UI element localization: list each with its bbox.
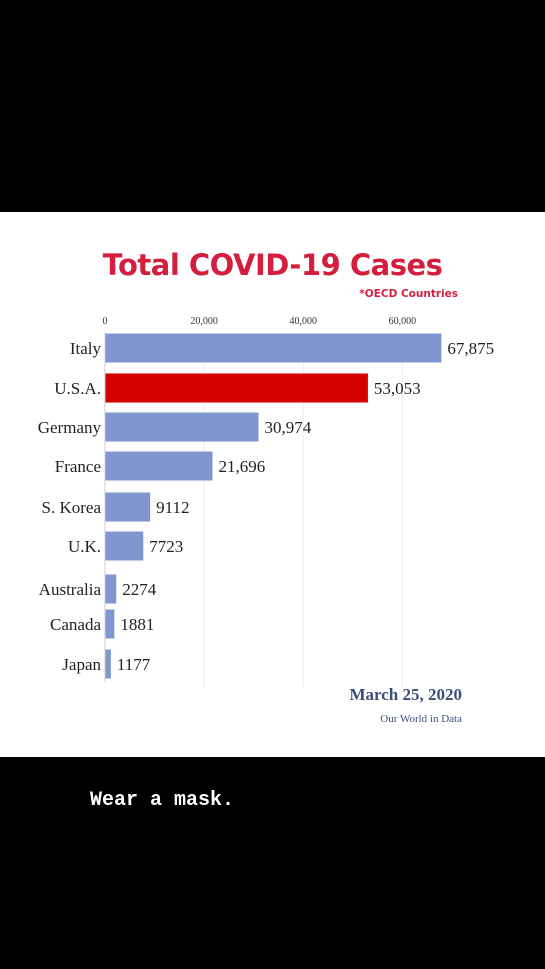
- caption: Wear a mask.: [90, 789, 235, 812]
- category-label: Japan: [62, 655, 101, 674]
- x-tick-label: 40,000: [289, 316, 317, 327]
- value-label: 67,875: [447, 339, 494, 358]
- value-label: 7723: [149, 537, 183, 556]
- bar: [105, 609, 115, 639]
- bar: [105, 412, 259, 442]
- x-tick-label: 20,000: [190, 316, 218, 327]
- date-label: March 25, 2020: [349, 685, 462, 704]
- value-label: 1881: [120, 615, 154, 634]
- category-label: Australia: [39, 580, 102, 599]
- value-label: 30,974: [265, 418, 312, 437]
- category-label: U.S.A.: [54, 379, 101, 398]
- category-label: Italy: [70, 339, 102, 358]
- chart-panel: Total COVID-19 Cases *OECD Countries 0 20…: [0, 212, 545, 757]
- category-label: France: [55, 457, 101, 476]
- bar: [105, 649, 111, 679]
- x-tick-label: 0: [103, 316, 108, 327]
- category-label: U.K.: [68, 537, 101, 556]
- bar: [105, 492, 151, 522]
- bar: [105, 333, 442, 363]
- value-label: 53,053: [374, 379, 421, 398]
- bar: [105, 373, 368, 403]
- category-label: S. Korea: [42, 498, 102, 517]
- source-label: Our World in Data: [380, 713, 462, 725]
- category-label: Canada: [50, 615, 101, 634]
- value-label: 1177: [117, 655, 151, 674]
- bar: [105, 531, 144, 561]
- chart-subtitle: *OECD Countries: [359, 288, 458, 300]
- bar: [105, 451, 213, 481]
- value-label: 2274: [122, 580, 157, 599]
- value-label: 21,696: [219, 457, 266, 476]
- x-tick-label: 60,000: [389, 316, 417, 327]
- category-label: Germany: [38, 418, 102, 437]
- bar-chart: 0 20,000 40,000 60,000 Italy 67,875 U.S.A. 53,0…: [38, 316, 494, 687]
- value-label: 9112: [156, 498, 189, 517]
- chart-title: Total COVID-19 Cases: [102, 248, 443, 282]
- bar: [105, 574, 117, 604]
